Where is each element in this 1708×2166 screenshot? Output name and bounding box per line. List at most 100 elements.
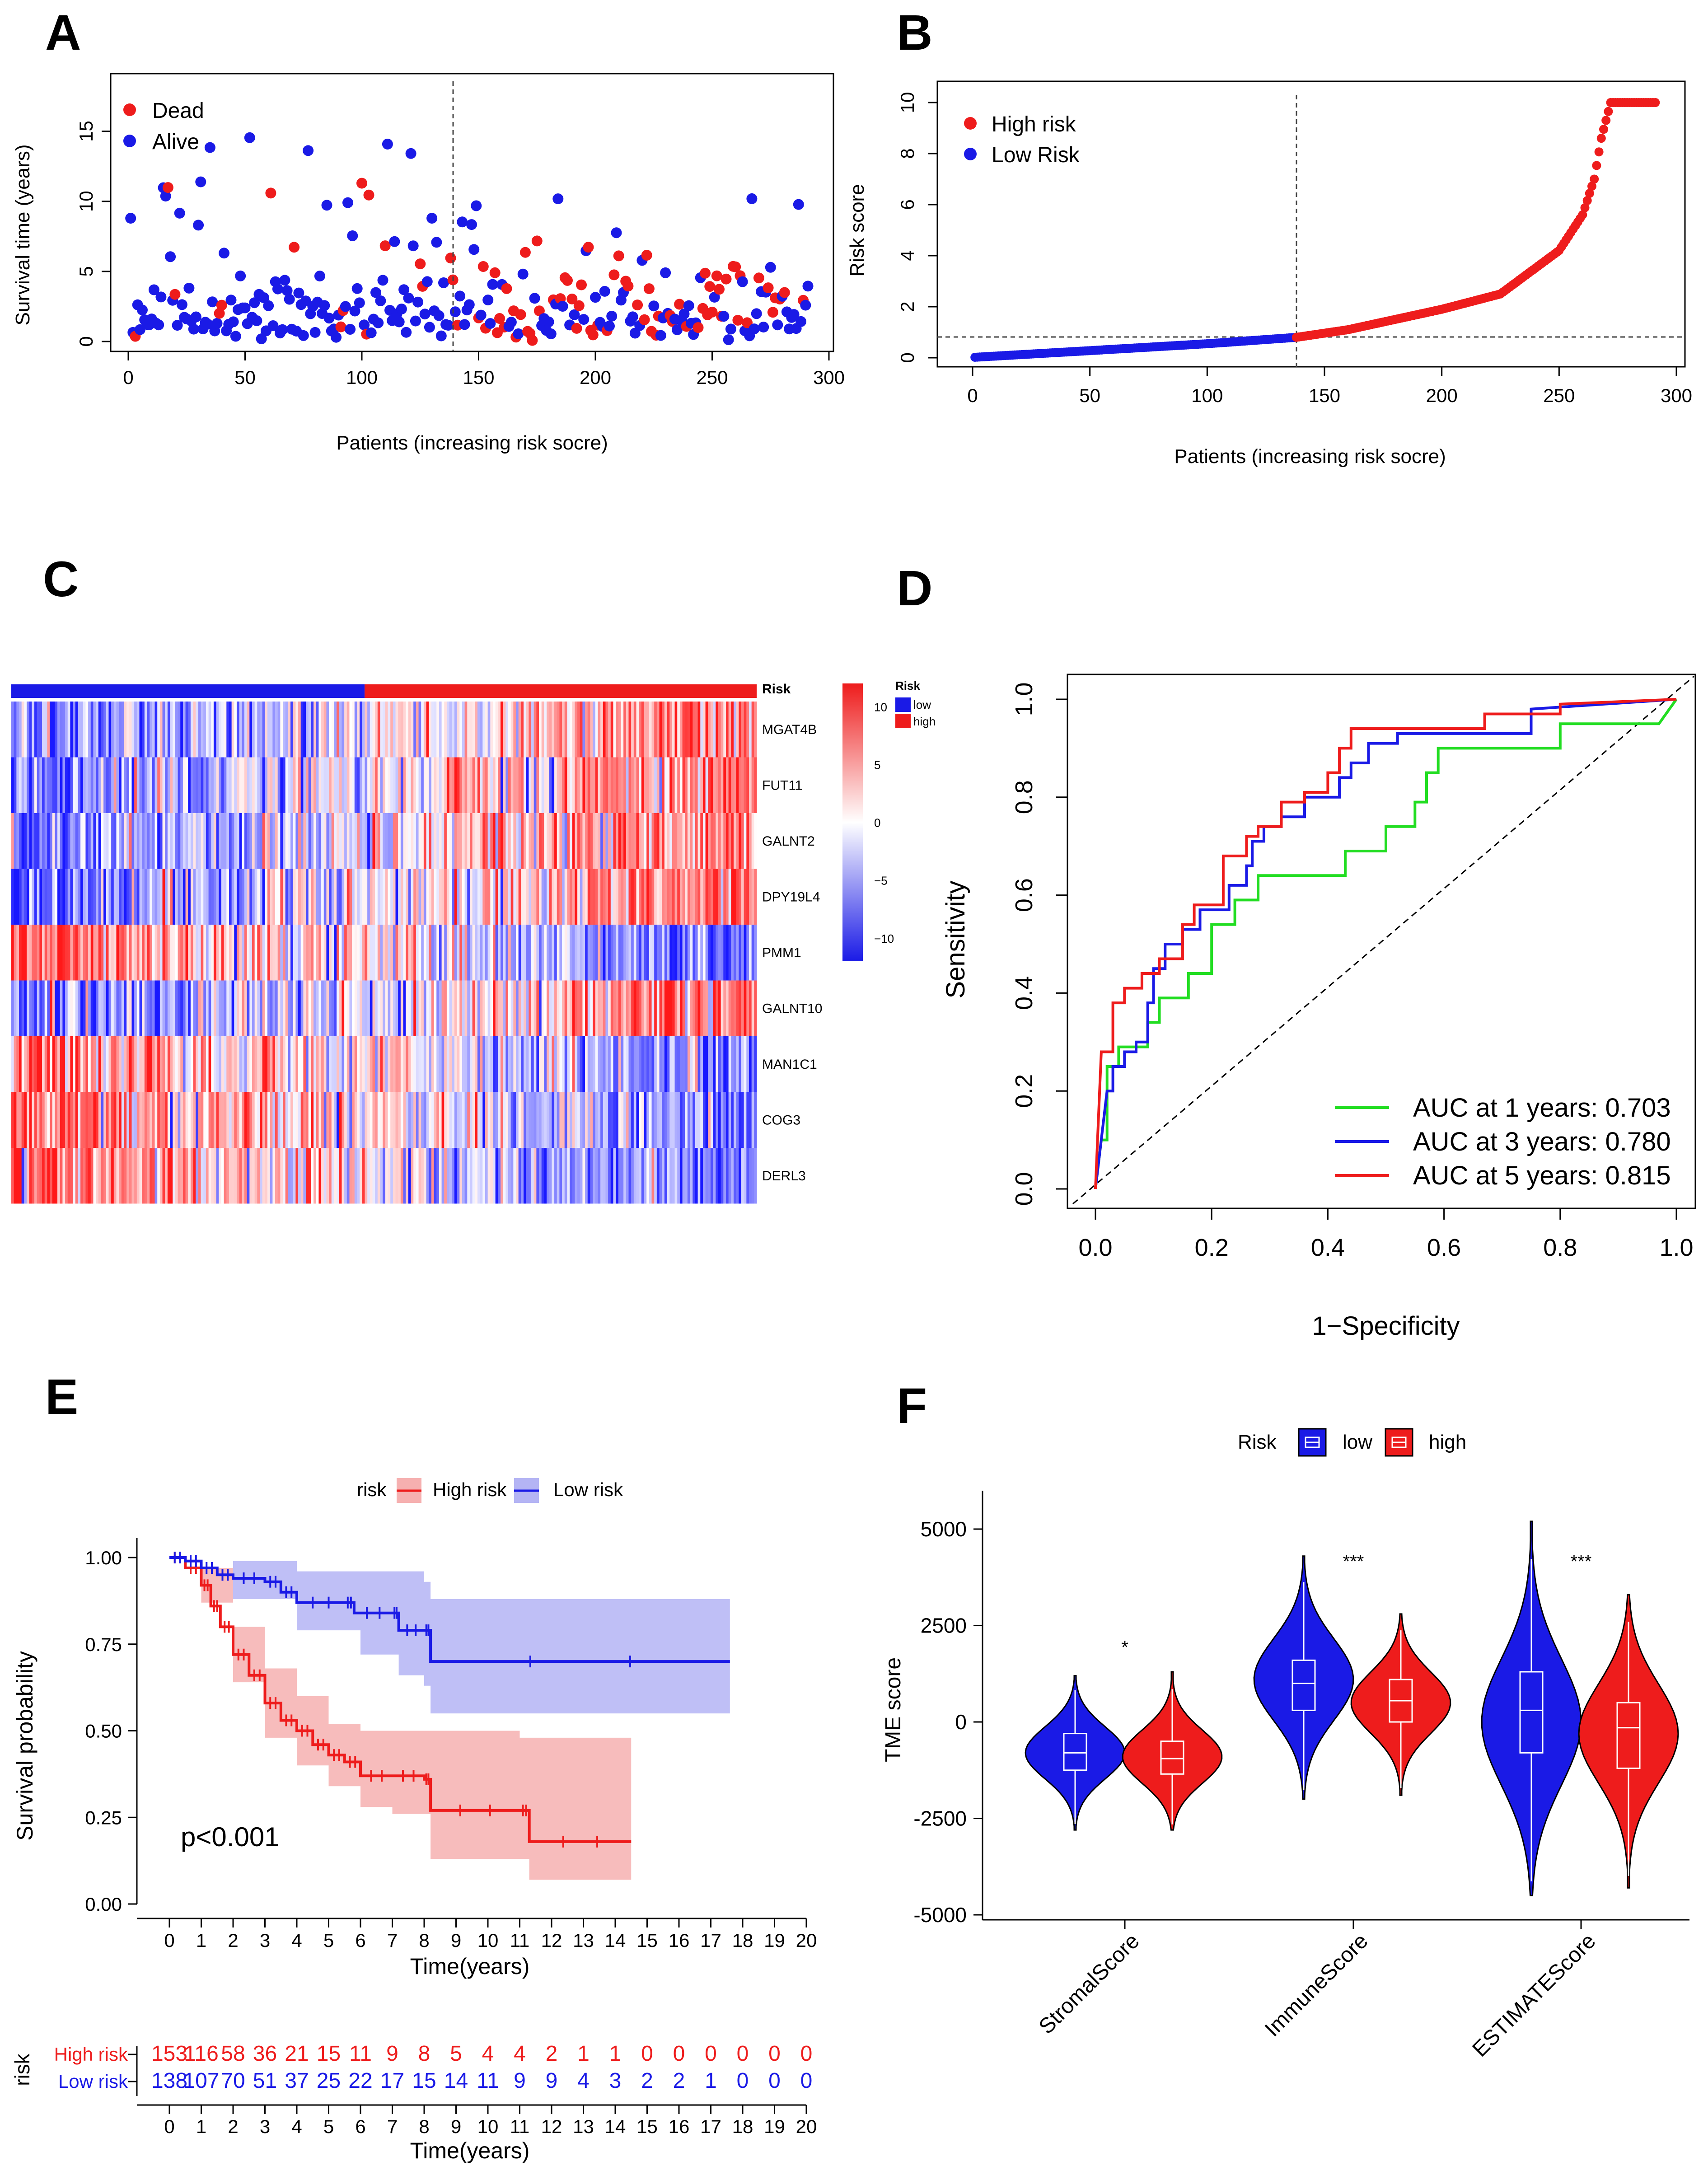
panel-c-cell bbox=[651, 702, 655, 758]
panel-c-cell bbox=[32, 702, 35, 758]
panel-c-cell bbox=[716, 702, 719, 758]
panel-c-cell bbox=[521, 869, 524, 925]
panel-c-cell bbox=[411, 757, 414, 813]
panel-c-cell bbox=[733, 702, 737, 758]
panel-c-cell bbox=[651, 813, 655, 869]
panel-c-cell bbox=[206, 813, 209, 869]
panel-c-cell bbox=[321, 1036, 324, 1092]
panel-c-cell bbox=[321, 813, 324, 869]
panel-c-cell bbox=[182, 1148, 186, 1204]
panel-e-table-cell: 58 bbox=[221, 2042, 245, 2066]
panel-c-cell bbox=[608, 702, 611, 758]
panel-c-cell bbox=[44, 925, 47, 981]
panel-c-cell bbox=[444, 925, 447, 981]
panel-c-cell bbox=[485, 1148, 488, 1204]
panel-c-cell bbox=[477, 1036, 481, 1092]
panel-c-cell bbox=[492, 1036, 496, 1092]
panel-c-cell bbox=[300, 980, 304, 1036]
panel-c-cell bbox=[372, 869, 375, 925]
panel-c-cell bbox=[718, 813, 721, 869]
panel-a-point bbox=[672, 324, 683, 335]
panel-c-cell bbox=[283, 1148, 286, 1204]
panel-c-cell bbox=[413, 813, 416, 869]
panel-c-cell bbox=[262, 1036, 265, 1092]
panel-c-cell bbox=[531, 869, 534, 925]
panel-c-cell bbox=[119, 869, 122, 925]
panel-c-cell bbox=[687, 757, 691, 813]
panel-c-cell bbox=[147, 1148, 150, 1204]
panel-c-cell bbox=[487, 1148, 491, 1204]
panel-c-cell bbox=[249, 1036, 253, 1092]
panel-c-cell bbox=[75, 702, 79, 758]
panel-c-cell bbox=[672, 1148, 675, 1204]
panel-c-cell bbox=[608, 980, 611, 1036]
panel-e-table-xtick-label: 17 bbox=[700, 2116, 721, 2137]
panel-c-cell bbox=[308, 869, 311, 925]
panel-c-cell bbox=[423, 1092, 427, 1148]
panel-c-cell bbox=[372, 813, 375, 869]
panel-c-cell bbox=[559, 702, 562, 758]
panel-c-cell bbox=[11, 1036, 14, 1092]
panel-c-cell bbox=[741, 813, 744, 869]
panel-c-cell bbox=[283, 1036, 286, 1092]
panel-c-cell bbox=[580, 925, 583, 981]
panel-c-cell bbox=[411, 1036, 414, 1092]
panel-c-cell bbox=[567, 980, 570, 1036]
panel-a-point bbox=[277, 324, 288, 335]
panel-c-cell bbox=[272, 925, 276, 981]
panel-c-cell bbox=[441, 1092, 445, 1148]
panel-c-cell bbox=[326, 1092, 329, 1148]
panel-c-cell bbox=[44, 1036, 47, 1092]
panel-c-cell bbox=[618, 980, 622, 1036]
panel-c-cell bbox=[221, 925, 225, 981]
panel-c-cell bbox=[372, 757, 375, 813]
panel-e-table-row-label: Low risk bbox=[58, 2071, 128, 2092]
panel-a-point bbox=[571, 323, 582, 334]
panel-c-cell bbox=[265, 757, 268, 813]
panel-c-cell bbox=[354, 1036, 358, 1092]
panel-c-cell bbox=[316, 1148, 319, 1204]
panel-c-cell bbox=[239, 980, 242, 1036]
panel-c-cell bbox=[485, 757, 488, 813]
panel-c-cell bbox=[175, 1148, 178, 1204]
panel-b-xtick-label: 250 bbox=[1543, 385, 1575, 406]
panel-c-cell bbox=[173, 813, 176, 869]
panel-c-cell bbox=[598, 813, 601, 869]
panel-c-cell bbox=[90, 980, 94, 1036]
panel-c-cell bbox=[598, 757, 601, 813]
panel-c-cell bbox=[103, 1036, 107, 1092]
panel-f-violin-high bbox=[1122, 1671, 1223, 1831]
panel-c-cell bbox=[75, 757, 79, 813]
panel-c-cell bbox=[572, 757, 576, 813]
panel-c-cell bbox=[121, 757, 125, 813]
panel-c-cell bbox=[42, 702, 45, 758]
panel-c-cell bbox=[321, 702, 324, 758]
panel-a-point bbox=[604, 320, 615, 332]
panel-c-cell bbox=[498, 925, 501, 981]
panel-c-cell bbox=[88, 925, 91, 981]
panel-d-roc-lines bbox=[1094, 698, 1678, 1189]
panel-c-cell bbox=[441, 757, 445, 813]
panel-c-cell bbox=[19, 1148, 22, 1204]
panel-a-point bbox=[648, 300, 660, 312]
panel-c-cell bbox=[662, 980, 665, 1036]
panel-c-cell bbox=[600, 869, 604, 925]
panel-c-cell bbox=[679, 813, 683, 869]
panel-c-cell bbox=[395, 813, 398, 869]
panel-c-cell bbox=[562, 925, 565, 981]
panel-c-cell bbox=[32, 980, 35, 1036]
panel-c-cell bbox=[411, 813, 414, 869]
panel-c-cell bbox=[242, 757, 245, 813]
panel-c-cell bbox=[628, 702, 632, 758]
panel-c-cell bbox=[552, 925, 555, 981]
panel-c-cell bbox=[346, 813, 350, 869]
panel-c-cell bbox=[713, 813, 716, 869]
panel-c-cell bbox=[582, 813, 585, 869]
panel-c-cell bbox=[669, 1036, 673, 1092]
panel-c-cell bbox=[178, 869, 181, 925]
panel-c-cell bbox=[633, 925, 637, 981]
panel-c-cell bbox=[311, 757, 314, 813]
panel-a-point bbox=[298, 330, 309, 341]
panel-c-cell bbox=[582, 869, 585, 925]
panel-c-cell bbox=[98, 869, 102, 925]
